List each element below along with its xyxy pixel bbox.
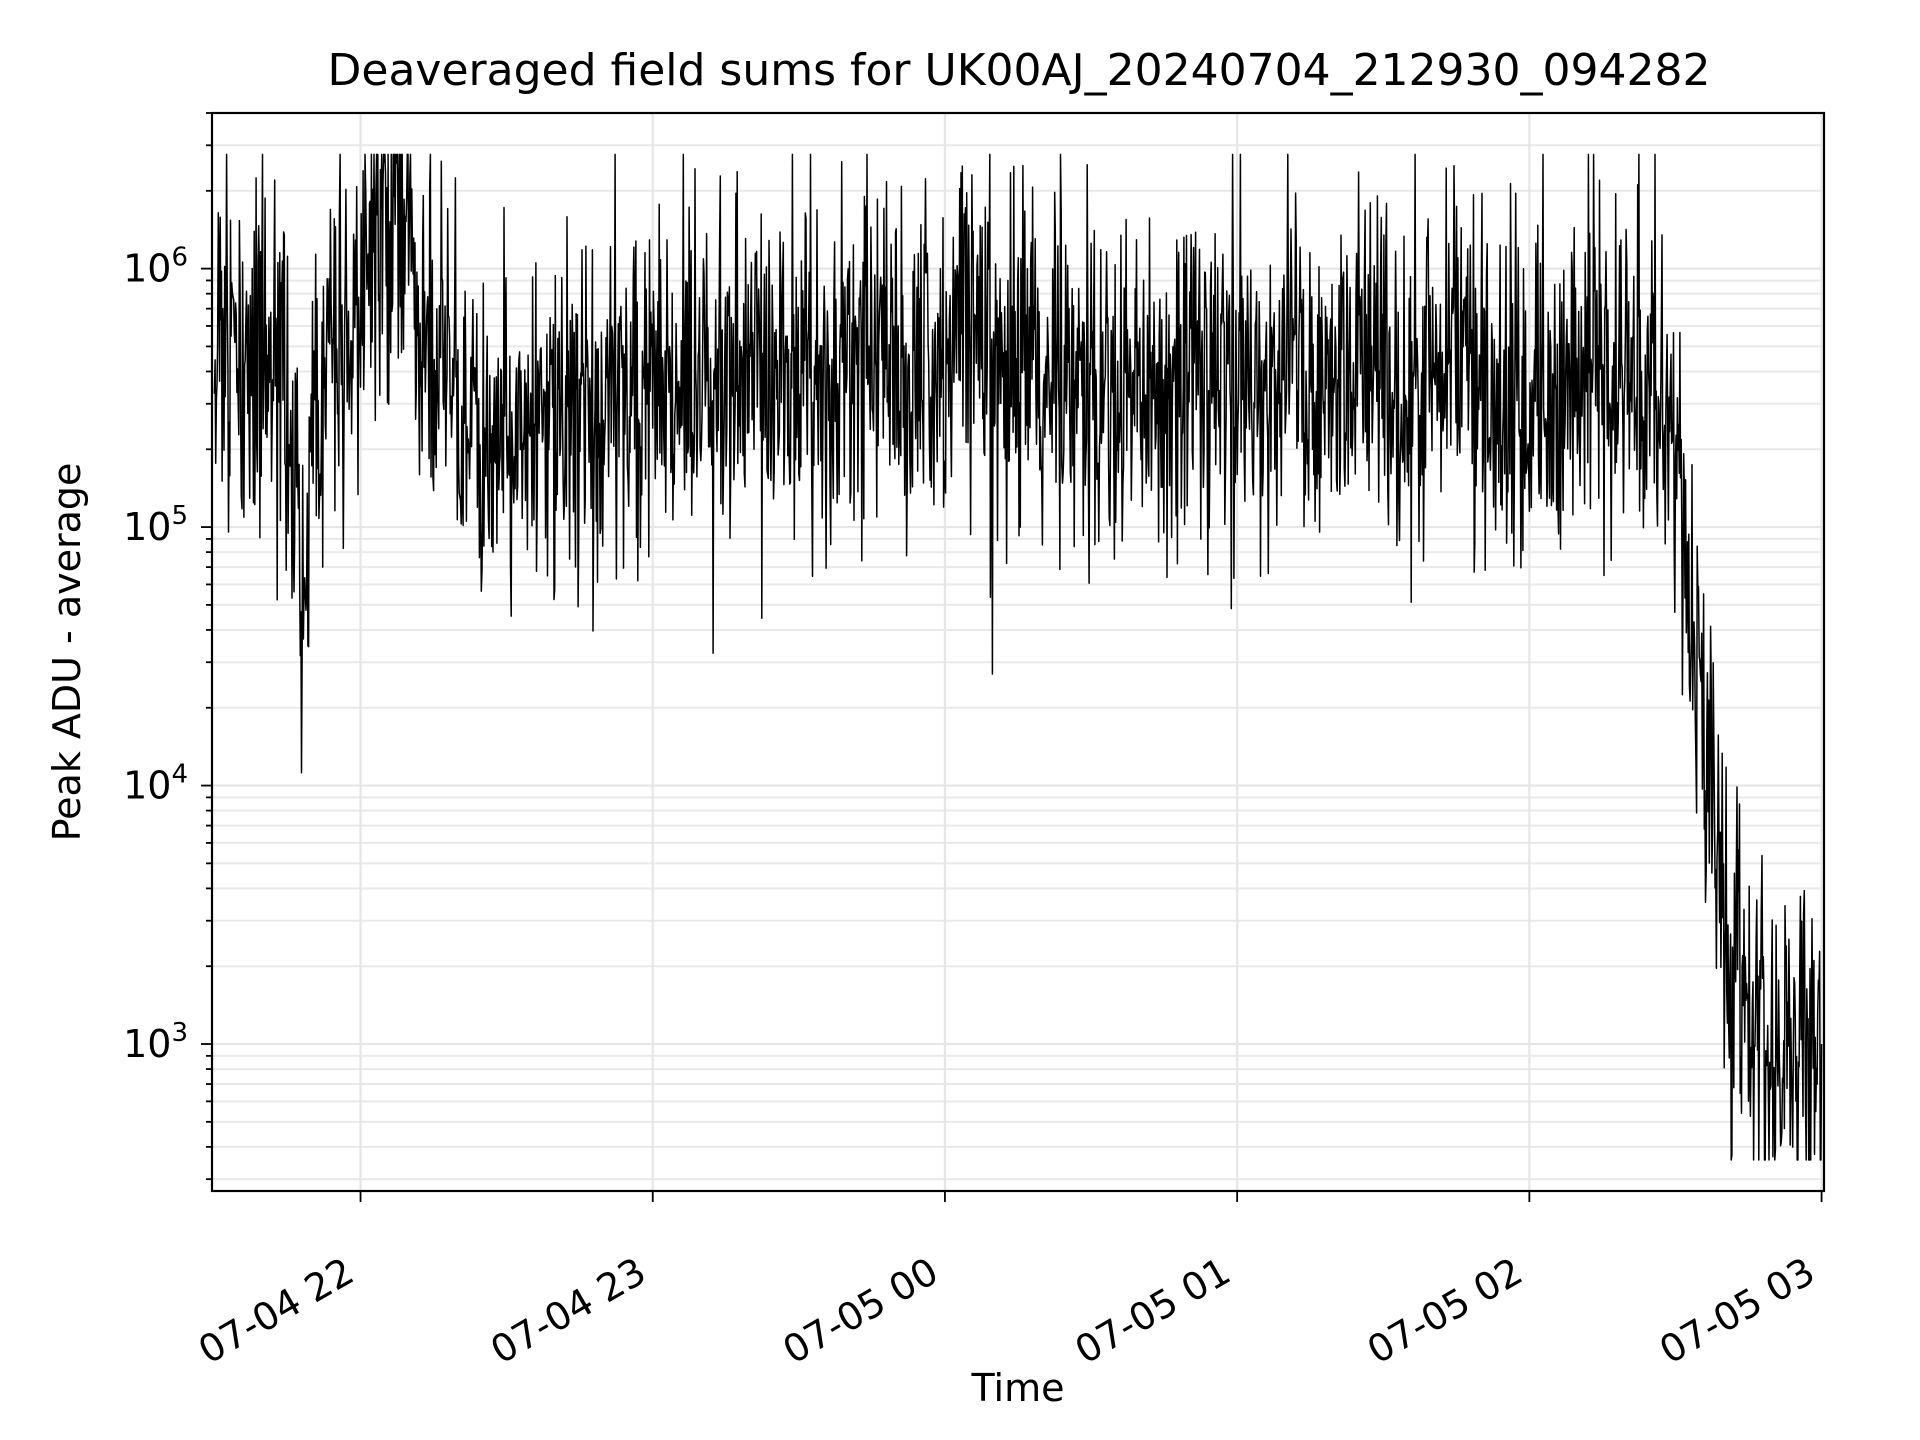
y-tick-label: 106 — [123, 243, 188, 291]
x-axis-label: Time — [971, 1366, 1065, 1410]
series — [213, 153, 1823, 1161]
x-tick-label: 07-04 22 — [191, 1249, 361, 1373]
ticks — [201, 112, 1823, 1202]
x-tick-label: 07-05 01 — [1068, 1249, 1238, 1373]
plot-frame — [210, 111, 1826, 1193]
chart-title: Deaveraged field sums for UK00AJ_2024070… — [328, 45, 1711, 96]
x-tick-label: 07-05 00 — [775, 1249, 945, 1373]
y-tick-labels: 103 104 105 106 — [123, 243, 188, 1066]
x-tick-label: 07-05 03 — [1652, 1249, 1822, 1373]
x-tick-labels: 07-04 22 07-04 23 07-05 00 07-05 01 07-05 02… — [191, 1249, 1822, 1373]
y-tick-label: 105 — [123, 501, 188, 549]
y-tick-label: 103 — [123, 1018, 188, 1066]
series-line — [213, 153, 1823, 1161]
y-axis-label: Peak ADU - average — [45, 463, 89, 842]
y-tick-label: 104 — [123, 760, 188, 808]
x-tick-label: 07-05 02 — [1360, 1249, 1530, 1373]
x-tick-label: 07-04 23 — [483, 1249, 653, 1373]
